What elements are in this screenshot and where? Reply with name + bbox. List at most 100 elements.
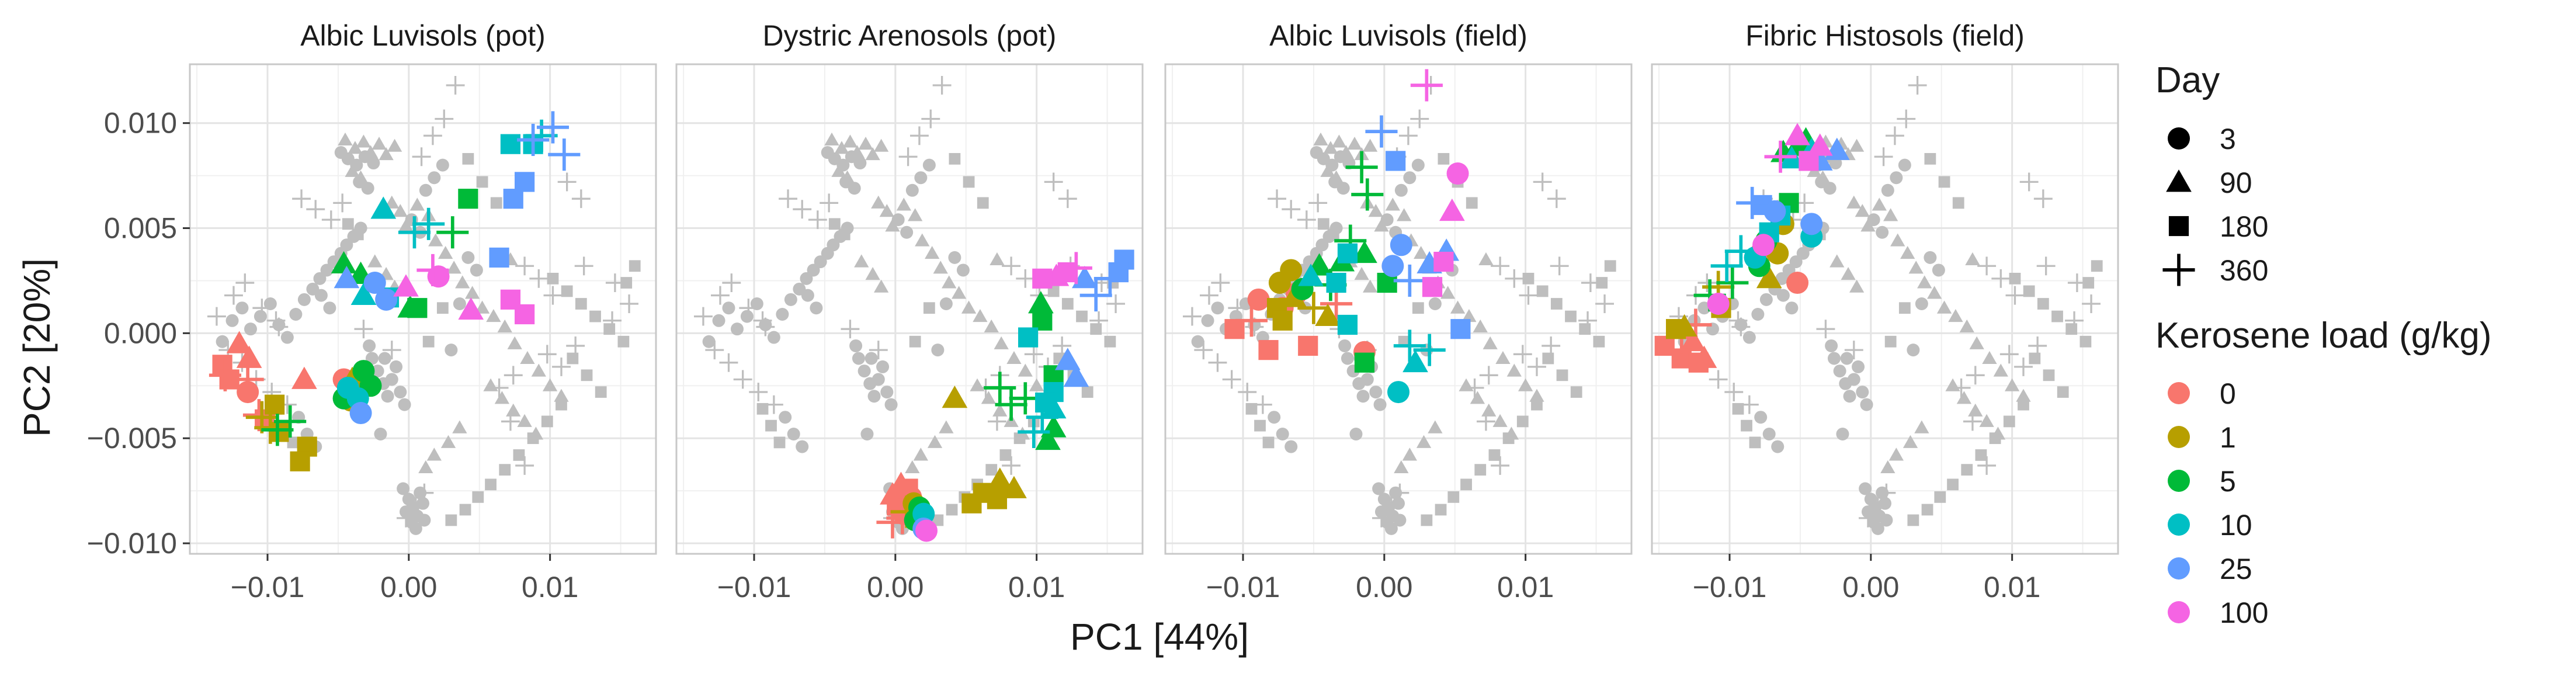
background-point	[921, 109, 940, 129]
background-point	[2004, 378, 2020, 391]
background-point	[824, 132, 839, 145]
background-point	[1732, 403, 1744, 415]
background-point	[1506, 363, 1522, 377]
background-point	[504, 366, 523, 385]
legend-day-marker	[2162, 254, 2195, 286]
background-point	[1372, 508, 1391, 528]
background-point	[1900, 246, 1915, 259]
background-point	[1604, 260, 1616, 272]
background-point	[739, 299, 758, 318]
data-point	[236, 345, 262, 368]
background-point	[749, 383, 768, 402]
background-point	[1211, 301, 1224, 315]
background-point	[2065, 323, 2078, 335]
background-point	[541, 415, 553, 428]
background-point	[1018, 363, 1033, 377]
x-tick-label: 0.00	[867, 571, 924, 603]
background-point	[949, 152, 961, 165]
background-point	[1323, 141, 1338, 154]
data-point	[336, 376, 359, 399]
background-point	[455, 275, 470, 289]
background-point	[385, 373, 398, 386]
background-point	[1372, 482, 1386, 495]
background-point	[356, 134, 372, 148]
background-point	[1595, 294, 1614, 313]
background-point	[1815, 170, 1831, 183]
background-point	[224, 286, 243, 305]
background-point	[865, 352, 878, 365]
background-point	[1090, 323, 1102, 335]
background-point	[1483, 336, 1498, 349]
background-point	[867, 390, 881, 403]
background-point	[1081, 386, 1093, 398]
background-point	[764, 395, 783, 414]
legend-day-marker	[2168, 216, 2189, 237]
data-point	[350, 282, 377, 306]
background-point	[1505, 269, 1524, 288]
background-point	[1924, 251, 1937, 264]
background-point	[1354, 267, 1369, 280]
background-point	[552, 357, 571, 376]
background-point	[1907, 514, 1919, 526]
background-point	[1883, 208, 1898, 221]
background-point	[1742, 331, 1756, 344]
background-point	[1840, 352, 1853, 365]
data-point	[375, 288, 398, 311]
background-point	[1908, 261, 1924, 274]
legend-load-marker	[2168, 382, 2190, 404]
background-point	[1852, 360, 1865, 373]
background-point	[839, 170, 855, 183]
background-point	[1966, 366, 1985, 385]
legend-day-label: 90	[2220, 166, 2252, 199]
data-point	[1326, 272, 1346, 293]
background-point	[2014, 357, 2033, 376]
data-point	[1026, 401, 1058, 433]
data-point	[1707, 293, 1730, 315]
background-point	[1479, 366, 1498, 385]
background-point	[1749, 436, 1761, 449]
background-point	[292, 189, 311, 209]
background-point	[909, 335, 921, 348]
y-tick-label: 0.010	[104, 107, 177, 140]
data-point	[1654, 335, 1675, 356]
y-tick-label: −0.005	[87, 422, 177, 455]
data-point	[503, 189, 523, 209]
data-point	[1393, 264, 1426, 297]
background-point	[556, 398, 567, 411]
background-point	[1754, 411, 1768, 424]
background-point	[1465, 378, 1484, 397]
background-point	[1268, 411, 1281, 424]
data-point	[1345, 151, 1378, 183]
background-point	[948, 251, 961, 264]
panels-layer: Albic Luvisols (pot) Dystric Arenosols (p…	[189, 19, 2119, 555]
axes-layer: −0.01 0.00 0.01−0.010−0.0050.0000.0050.010…	[87, 107, 2041, 603]
data-point	[500, 134, 521, 154]
background-point	[394, 386, 407, 399]
background-point	[2018, 398, 2029, 411]
background-point	[1183, 307, 1202, 326]
background-point	[470, 263, 483, 277]
data-point	[984, 372, 1016, 404]
background-point	[1859, 482, 1872, 495]
background-point	[440, 435, 456, 448]
background-point	[1381, 496, 1401, 515]
background-point	[1476, 412, 1495, 431]
data-point	[1028, 291, 1054, 314]
background-point	[1414, 246, 1429, 259]
background-point	[1282, 200, 1301, 219]
data-point	[436, 216, 469, 249]
background-point	[1284, 440, 1298, 453]
background-point	[1961, 464, 1973, 476]
legend-load-marker	[2168, 426, 2190, 448]
background-point	[323, 301, 336, 315]
background-point	[722, 273, 741, 292]
background-point	[1596, 277, 1608, 289]
background-point	[1977, 456, 1997, 475]
data-point	[1393, 329, 1426, 362]
background-point	[2082, 277, 2095, 289]
background-point	[994, 336, 1009, 349]
background-point	[990, 252, 1005, 265]
background-point	[1104, 335, 1116, 348]
background-point	[1581, 273, 1600, 292]
background-point	[1313, 132, 1328, 145]
